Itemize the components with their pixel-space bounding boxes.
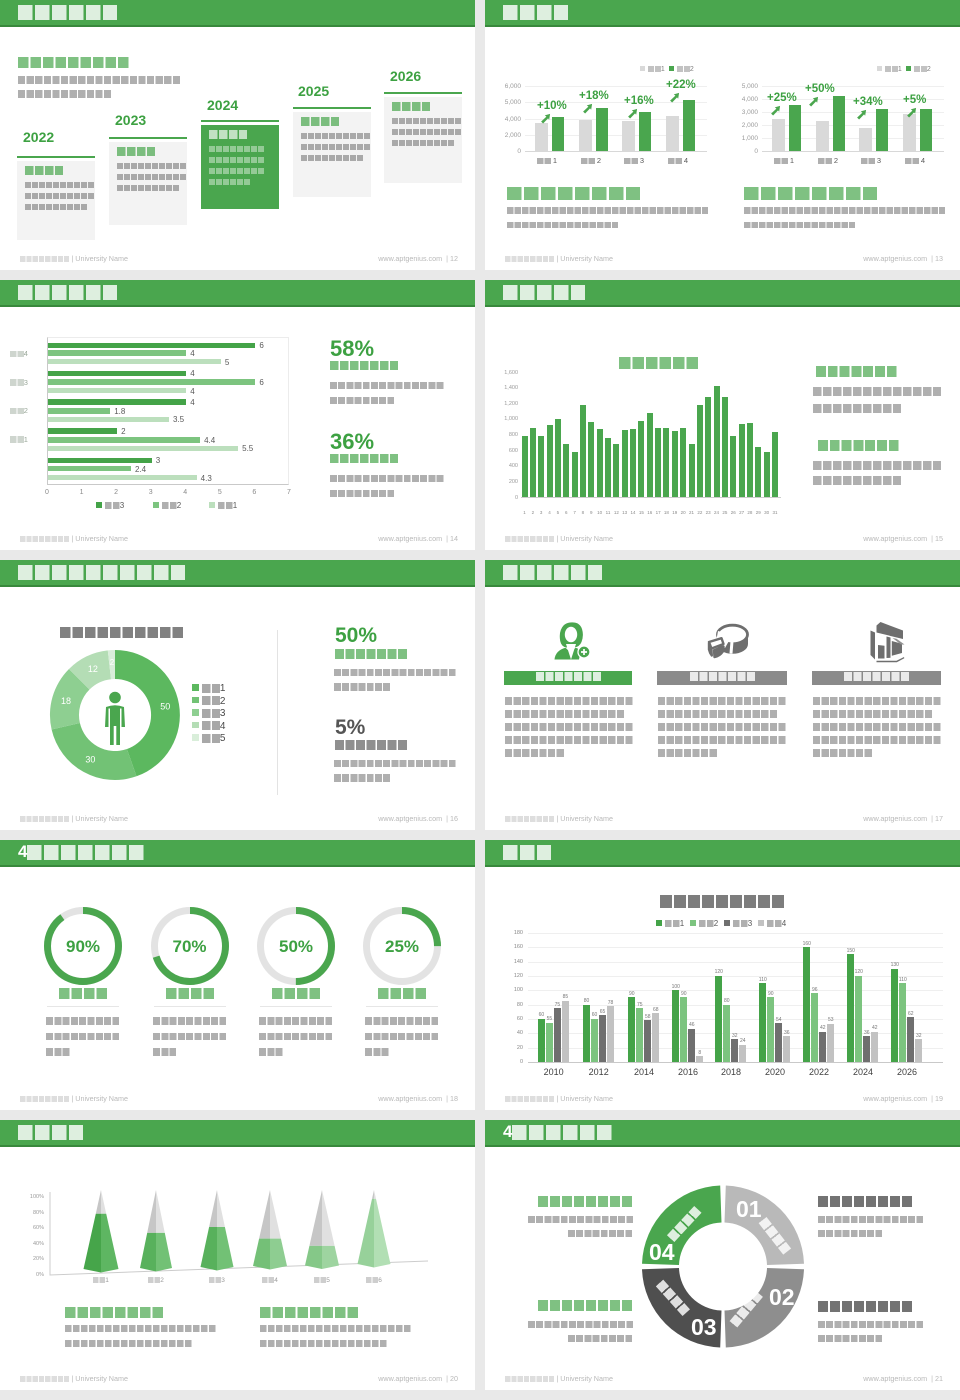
svg-text:18: 18 <box>61 696 71 706</box>
svg-text:2: 2 <box>110 658 115 667</box>
svg-text:50: 50 <box>160 702 170 712</box>
svg-text:30: 30 <box>85 755 95 765</box>
svg-text:12: 12 <box>88 664 98 674</box>
